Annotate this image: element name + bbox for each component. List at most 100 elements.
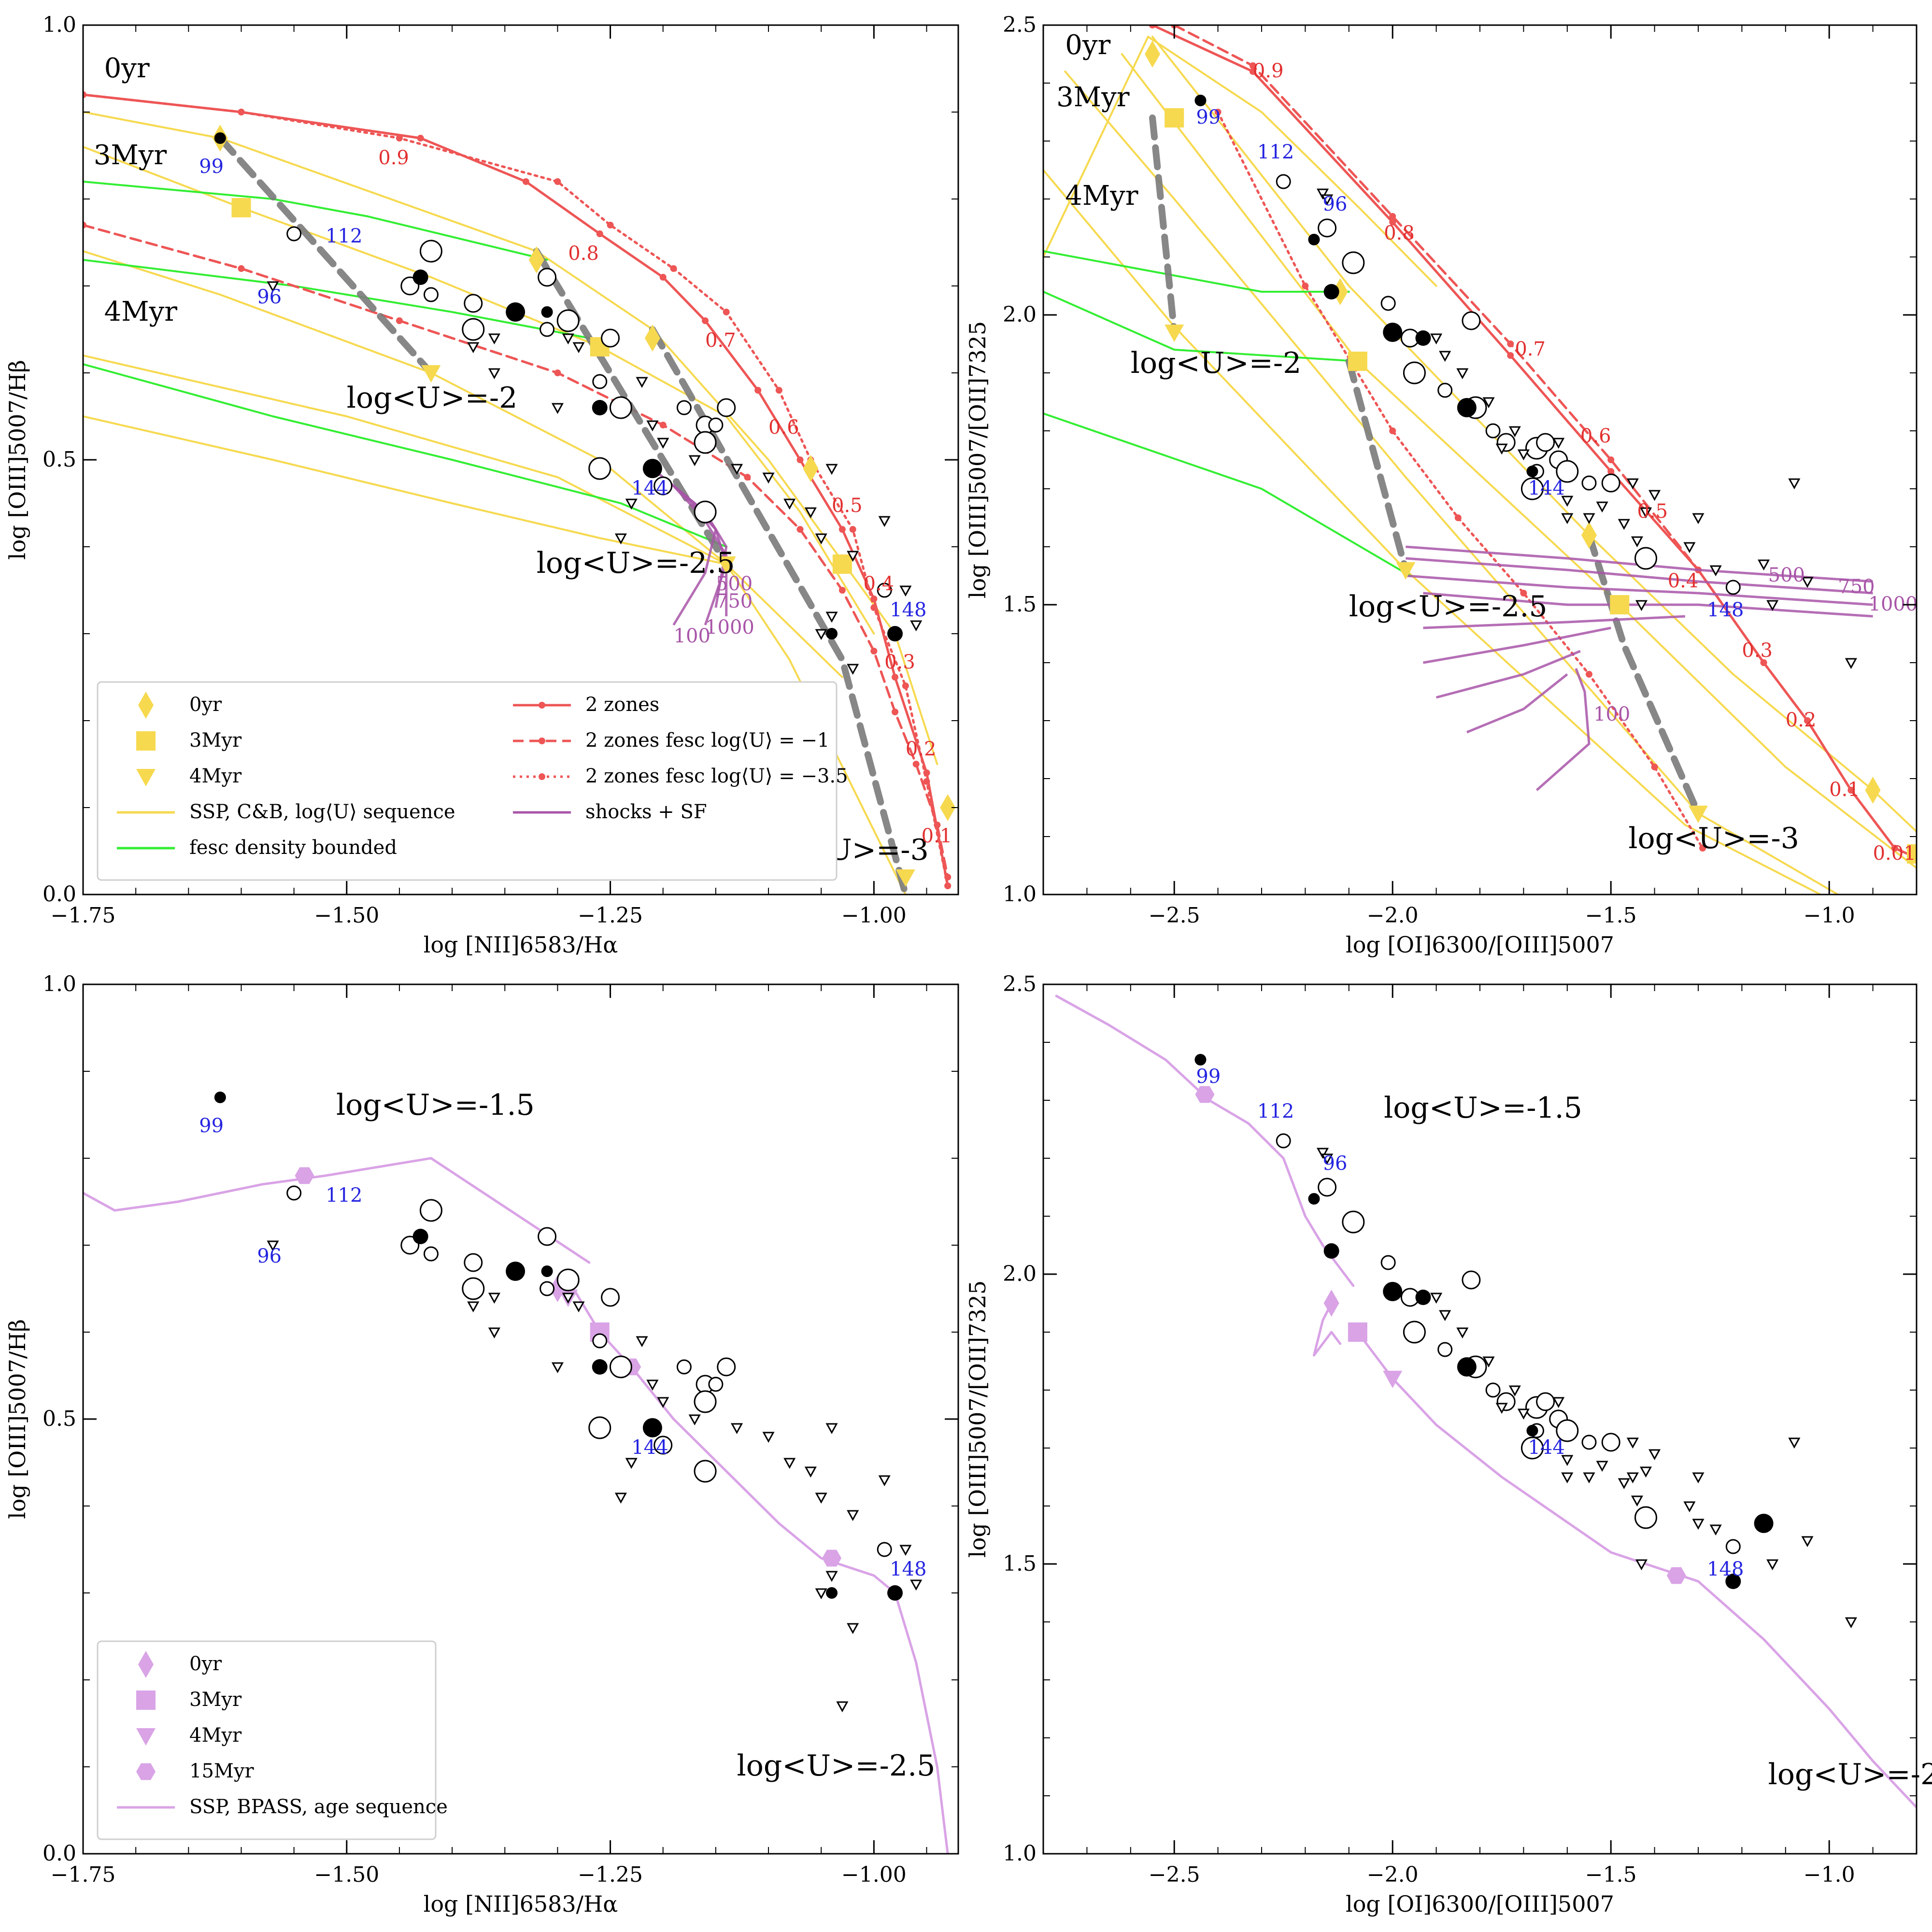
series-point bbox=[1389, 219, 1396, 226]
model-marker-diamond bbox=[1865, 777, 1881, 804]
series-line bbox=[1345, 358, 1409, 573]
obs-upper-limit bbox=[825, 464, 838, 475]
legend-label: 3Myr bbox=[189, 729, 242, 752]
obs-open-circle bbox=[694, 1390, 717, 1413]
obs-open-circle bbox=[538, 1227, 557, 1246]
obs-upper-limit bbox=[1845, 1617, 1857, 1629]
legend-marker bbox=[136, 1728, 156, 1746]
obs-filled-circle bbox=[1526, 466, 1538, 477]
obs-upper-limit bbox=[1626, 478, 1639, 490]
legend-dot bbox=[539, 738, 545, 744]
model-marker-triangle bbox=[716, 556, 736, 574]
series-point bbox=[1918, 856, 1924, 863]
obs-upper-limit bbox=[1482, 397, 1495, 409]
obs-upper-limit bbox=[1635, 600, 1648, 611]
series-point bbox=[659, 422, 667, 428]
series-point bbox=[659, 274, 667, 281]
obs-open-circle bbox=[1725, 580, 1741, 595]
obs-upper-limit bbox=[1561, 1472, 1574, 1484]
obs-upper-limit bbox=[847, 551, 859, 562]
obs-filled-circle bbox=[1526, 1425, 1538, 1436]
fesc-label: 0.5 bbox=[1637, 500, 1668, 523]
shock-velocity-label: 750 bbox=[716, 590, 753, 612]
obs-open-circle bbox=[1485, 423, 1501, 439]
series-line bbox=[83, 1157, 591, 1264]
obs-upper-limit bbox=[688, 455, 701, 467]
obs-filled-circle bbox=[1457, 398, 1477, 417]
legend-label: 2 zones bbox=[585, 694, 659, 716]
obs-open-circle bbox=[419, 1199, 442, 1222]
shock-velocity-label: 500 bbox=[716, 573, 753, 595]
obs-open-circle bbox=[1380, 1255, 1396, 1270]
obs-upper-limit bbox=[1583, 1472, 1595, 1484]
shock-velocity-label: 750 bbox=[1838, 576, 1875, 598]
obs-upper-limit bbox=[657, 1397, 669, 1408]
obs-open-circle bbox=[1634, 547, 1658, 570]
series-line bbox=[1149, 114, 1178, 336]
model-marker-diamond bbox=[1323, 1290, 1339, 1317]
obs-upper-limit bbox=[1317, 1148, 1329, 1159]
fesc-label: 0.1 bbox=[922, 825, 952, 847]
series-point bbox=[723, 309, 730, 315]
obs-upper-limit bbox=[878, 516, 891, 527]
series-point bbox=[1389, 213, 1396, 220]
obs-upper-limit bbox=[804, 507, 817, 519]
obs-upper-limit bbox=[1321, 1153, 1334, 1165]
obs-upper-limit bbox=[825, 611, 838, 623]
obs-upper-limit bbox=[847, 1623, 859, 1634]
series-line bbox=[1312, 1302, 1342, 1357]
obs-upper-limit bbox=[1456, 1327, 1469, 1339]
series-point bbox=[417, 135, 424, 142]
obs-open-circle bbox=[694, 1460, 717, 1483]
model-marker-hexagon bbox=[1195, 1086, 1215, 1103]
series-point bbox=[1699, 845, 1706, 852]
model-marker-hexagon bbox=[1666, 1567, 1686, 1584]
obs-upper-limit bbox=[1495, 443, 1508, 455]
obs-open-circle bbox=[1536, 1392, 1555, 1411]
plot-area bbox=[83, 91, 956, 895]
obs-upper-limit bbox=[762, 1432, 775, 1443]
obs-upper-limit bbox=[825, 1571, 838, 1582]
obs-upper-limit bbox=[878, 1475, 891, 1487]
series-point bbox=[923, 778, 930, 785]
series-line bbox=[83, 93, 949, 887]
logU-label: log<U>=-1.5 bbox=[1384, 1091, 1582, 1125]
legend-label: 4Myr bbox=[189, 1724, 242, 1747]
obs-upper-limit bbox=[836, 1701, 849, 1713]
legend-label: SSP, BPASS, age sequence bbox=[189, 1796, 448, 1818]
model-marker-triangle bbox=[895, 869, 915, 887]
series-line bbox=[1356, 1331, 1917, 1809]
obs-upper-limit bbox=[847, 1510, 859, 1521]
shock-line bbox=[1466, 673, 1568, 734]
obs-upper-limit bbox=[910, 1579, 923, 1591]
obs-filled-circle bbox=[826, 1587, 838, 1599]
y-tick-label: 2.5 bbox=[1003, 972, 1037, 996]
obs-upper-limit bbox=[562, 333, 574, 345]
object-id-label: 148 bbox=[1707, 599, 1744, 621]
y-tick-label: 0.5 bbox=[43, 447, 76, 472]
model-marker-diamond bbox=[803, 455, 819, 482]
legend-marker bbox=[136, 731, 156, 751]
obs-filled-circle bbox=[826, 628, 838, 639]
obs-upper-limit bbox=[1626, 1472, 1639, 1484]
series-point bbox=[1507, 352, 1514, 359]
obs-upper-limit bbox=[1692, 1519, 1705, 1530]
series-point bbox=[849, 526, 856, 533]
model-marker-square bbox=[1907, 844, 1917, 864]
fesc-label: 0.1 bbox=[1829, 779, 1860, 801]
fesc-label: 0.6 bbox=[1580, 425, 1611, 447]
obs-upper-limit bbox=[646, 420, 659, 432]
obs-open-circle bbox=[423, 287, 439, 302]
obs-filled-circle bbox=[541, 1265, 553, 1277]
model-marker-square bbox=[832, 554, 852, 574]
obs-filled-circle bbox=[1383, 1282, 1403, 1301]
model-marker-triangle bbox=[1396, 562, 1416, 580]
obs-upper-limit bbox=[1583, 513, 1595, 525]
legend-label: 0yr bbox=[189, 694, 222, 716]
obs-upper-limit bbox=[730, 1423, 743, 1435]
series-line bbox=[83, 363, 727, 548]
obs-open-circle bbox=[1520, 1436, 1544, 1460]
series-line bbox=[83, 250, 843, 678]
legend-label: 0yr bbox=[189, 1653, 222, 1675]
obs-filled-circle bbox=[1323, 284, 1339, 299]
